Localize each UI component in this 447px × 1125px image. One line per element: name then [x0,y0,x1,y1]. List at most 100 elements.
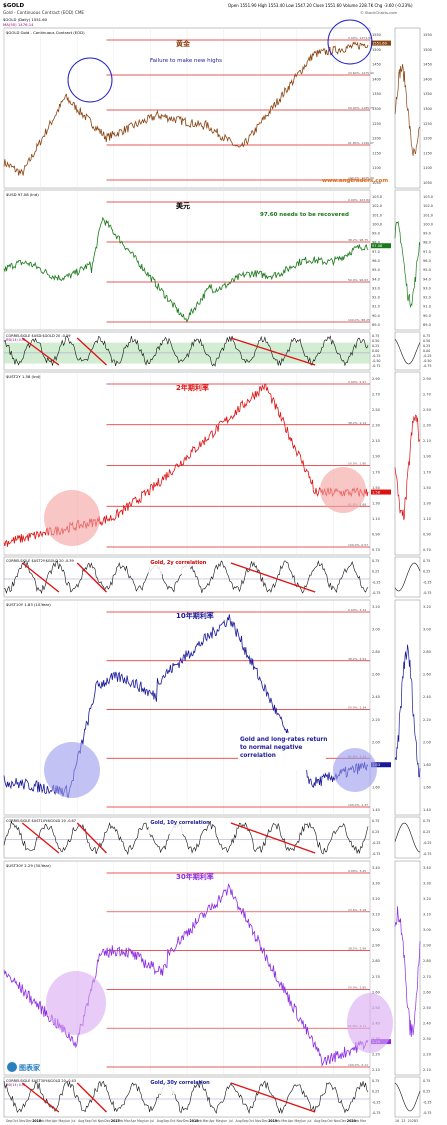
mini-axis-label: 89.0 [423,323,431,327]
axis-label: 1250 [372,122,381,126]
x-tick-label: Oct [249,1119,255,1123]
axis-label: -0.25 [372,354,381,358]
panel-title: $UST2Y 1.58 (Ind) [6,374,41,379]
x-tick-label: Nov [98,1119,104,1123]
axis-label: -0.75 [372,591,381,595]
x-tick-label: Sep [321,1119,327,1123]
mini-axis-label: -0.75 [423,852,432,856]
axis-label: 95.0 [372,268,380,272]
mini-axis-label: 2.40 [423,1021,431,1025]
axis-label: 103.0 [372,195,382,199]
mini-axis-label: 1.40 [423,808,431,812]
trend-arrow [230,562,316,593]
highlight-circle [320,467,366,513]
mini-axis-label: 1250 [423,122,432,126]
axis-label: 1.70 [372,470,380,474]
axis-label: 1.30 [372,501,380,505]
fib-label: 50.0%: 2.34 [348,706,366,710]
fib-label: 0.00%: 1371.50 [348,36,372,40]
mini-axis-label: 101.0 [423,213,433,217]
mini-frame [394,189,421,331]
mini-axis-label: -0.75 [423,364,432,368]
axis-label: 1150 [372,151,381,155]
mini-axis-label: 1.90 [423,455,431,459]
last-value: 1551.60 [372,42,388,46]
mini-frame [394,599,421,816]
mini-axis-label: -0.25 [423,580,432,584]
fib-label: 0.00%: 3.24 [348,608,366,612]
axis-label: 0.75 [372,334,379,338]
axis-label: 1550 [372,33,381,37]
axis-label: 2.20 [372,718,380,722]
axis-label: 1200 [372,137,381,141]
mini-axis-label: 0.25 [423,570,430,574]
axis-label: 0.25 [372,344,379,348]
mini-axis-label: 2.30 [423,1037,431,1041]
fib-label: 50.0%: 96.63 [348,278,368,282]
trend-arrow [76,562,107,593]
highlight-circle [327,19,373,65]
panel-corr_30y: CORRELSIGLE $UST30Y:$GOLD 20 -0.43RSI(14… [3,1062,432,1118]
mini-axis-label: -0.50 [423,359,432,363]
mini-axis-label: 1300 [423,107,432,111]
mini-axis-label: 2.70 [423,975,431,979]
mini-series-line [394,906,421,1037]
trend-arrow [230,1082,316,1113]
x-tick-label: Jun [300,1119,306,1123]
annotation-text: Gold, 30y correlation [150,1080,210,1086]
header-ohlc: Open 1551.90 High 1553.40 Low 1547.20 Cl… [228,3,413,8]
panel-title: CORRELSIGLE $USD:$GOLD 20 -0.59 [6,334,70,338]
axis-label: 0.25 [372,570,379,574]
panel-label-cn: 10年期利率 [176,611,214,620]
fib-label: 100.0%: 1045.40 [348,176,374,180]
mini-axis-label: 0.75 [423,334,430,338]
mini-axis-label: 94.0 [423,277,431,281]
mini-axis-label: 98.0 [423,241,431,245]
highlight-circle [44,742,100,798]
mini-axis-label: 1350 [423,92,432,96]
axis-label: 2.10 [372,439,380,443]
mini-axis-label: 103.0 [423,195,433,199]
axis-label: 1300 [372,107,381,111]
annotation-text: 97.60 needs to be recovered [260,212,349,218]
x-tick-label: Sep [242,1119,248,1123]
mini-axis-label: 1050 [423,181,432,185]
mini-axis-label: -0.25 [423,1100,432,1104]
axis-label: 1050 [372,181,381,185]
x-tick-label: Feb [117,1119,123,1123]
axis-label: 90.0 [372,314,380,318]
mini-series-line [394,220,421,308]
axis-label: 94.0 [372,277,380,281]
mini-axis-label: 2.60 [423,673,431,677]
axis-label: 97.0 [372,250,380,254]
highlight-circle [347,993,393,1053]
fib-label: 50.0%: 1.80 [348,462,366,466]
mini-axis-label: 2.10 [423,1068,431,1072]
axis-label: 0.00 [372,349,379,353]
mini-frame [394,1076,421,1118]
fib-label: 23.6%: 3.18 [348,908,366,912]
trend-arrow [230,337,316,366]
x-tick-label: 2020 [347,1119,357,1123]
x-tick-label: Mar [203,1119,210,1123]
x-tick-label: Sep [85,1119,91,1123]
mini-axis-label: 3.30 [423,882,431,886]
axis-label: -0.25 [372,580,381,584]
mini-axis-label: -0.75 [423,1111,432,1115]
mini-x-tick-label: 16 [395,1119,399,1123]
last-value-tag [371,489,391,495]
mini-axis-label: 1200 [423,137,432,141]
axis-label: 0.50 [372,339,379,343]
trend-arrow [21,822,60,854]
x-tick-label: Sep [163,1119,169,1123]
axis-label: -0.25 [372,1100,381,1104]
mini-axis-label: 2.20 [423,718,431,722]
mini-axis-label: 1550 [423,33,432,37]
axis-label: 0.75 [372,559,379,563]
axis-label: 100.0 [372,222,382,226]
axis-label: 96.0 [372,259,380,263]
x-tick-label: 2019 [268,1119,278,1123]
mini-axis-label: 0.75 [423,1079,430,1083]
